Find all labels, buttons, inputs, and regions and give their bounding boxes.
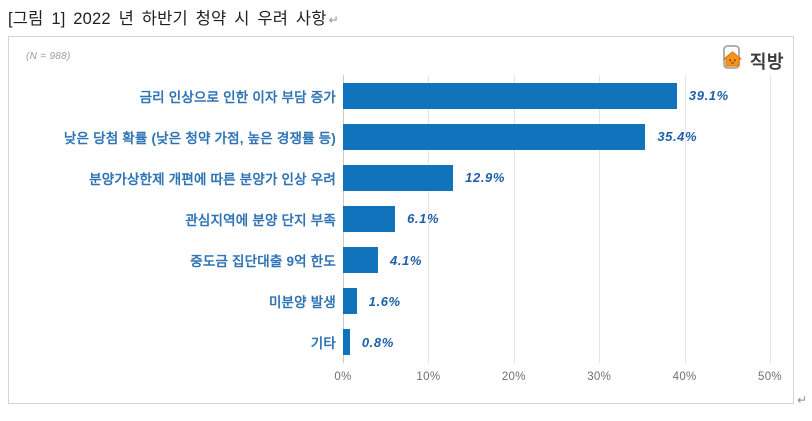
value-label: 0.8% — [361, 334, 394, 350]
x-tick: 20% — [501, 371, 526, 383]
figure-frame: (N = 988) 직방 금리 인상으로 인한 이자 부담 증가 39 — [8, 36, 794, 404]
x-tick: 0% — [334, 371, 352, 383]
x-tick: 30% — [587, 371, 612, 383]
gridline-50 — [770, 75, 771, 363]
chart-row: 미분양 발생 1.6% — [18, 281, 770, 322]
value-label: 1.6% — [368, 293, 401, 309]
bar — [343, 205, 396, 232]
category-label: 금리 인상으로 인한 이자 부담 증가 — [139, 89, 336, 105]
chart-row: 관심지역에 분양 단지 부족 6.1% — [18, 198, 770, 239]
value-label: 6.1% — [407, 211, 440, 227]
chart-row: 중도금 집단대출 9억 한도 4.1% — [18, 240, 770, 281]
gridline-30 — [599, 75, 601, 363]
bar — [343, 288, 357, 315]
bar-track: 12.9% — [343, 157, 770, 198]
category-label: 분양가상한제 개편에 따른 분양가 인상 우려 — [89, 171, 336, 187]
logo-text: 직방 — [749, 51, 784, 72]
bar-track: 35.4% — [343, 116, 770, 157]
page-title: [그림 1] 2022 년 하반기 청약 시 우려 사항 ↵ — [8, 5, 339, 29]
x-axis: 0% 10% 20% 30% 40% 50% — [334, 371, 781, 387]
bar — [343, 164, 454, 191]
x-tick: 50% — [758, 371, 782, 383]
gridline-10 — [428, 75, 430, 363]
value-label: 35.4% — [657, 129, 698, 145]
x-tick: 10% — [416, 371, 441, 383]
paragraph-mark-icon: ↵ — [328, 13, 339, 27]
paragraph-mark-icon: ↵ — [797, 393, 808, 407]
bar — [343, 247, 378, 274]
x-tick: 40% — [672, 371, 697, 383]
category-label: 미분양 발생 — [268, 295, 336, 311]
bar-chart: 금리 인상으로 인한 이자 부담 증가 39.1% 낮은 당첨 확률 (낮은 청… — [18, 75, 770, 363]
chart-row: 금리 인상으로 인한 이자 부담 증가 39.1% — [18, 75, 770, 116]
category-label: 관심지역에 분양 단지 부족 — [185, 212, 336, 228]
chart-row: 낮은 당첨 확률 (낮은 청약 가점, 높은 경쟁률 등) 35.4% — [18, 116, 770, 157]
gridline-40 — [684, 75, 686, 363]
chart-row: 기타 0.8% — [18, 322, 770, 363]
sample-size-label: (N = 988) — [26, 51, 71, 62]
bar-track: 0.8% — [343, 322, 770, 363]
gridline-20 — [513, 75, 515, 363]
house-icon — [719, 44, 747, 77]
value-label: 12.9% — [465, 170, 506, 186]
bar — [343, 82, 677, 109]
value-label: 4.1% — [390, 252, 423, 268]
value-label: 39.1% — [688, 88, 729, 104]
bar-track: 39.1% — [343, 75, 770, 116]
category-label: 기타 — [310, 336, 336, 352]
bar — [343, 329, 350, 356]
category-label: 낮은 당첨 확률 (낮은 청약 가점, 높은 경쟁률 등) — [63, 130, 336, 146]
bar-track: 4.1% — [343, 240, 770, 281]
bar-track: 1.6% — [343, 281, 770, 322]
category-label: 중도금 집단대출 9억 한도 — [190, 254, 336, 270]
page-title-text: [그림 1] 2022 년 하반기 청약 시 우려 사항 — [8, 10, 327, 28]
bar-track: 6.1% — [343, 198, 770, 239]
chart-row: 분양가상한제 개편에 따른 분양가 인상 우려 12.9% — [18, 157, 770, 198]
zigbang-logo: 직방 — [719, 44, 784, 77]
bar — [343, 123, 646, 150]
